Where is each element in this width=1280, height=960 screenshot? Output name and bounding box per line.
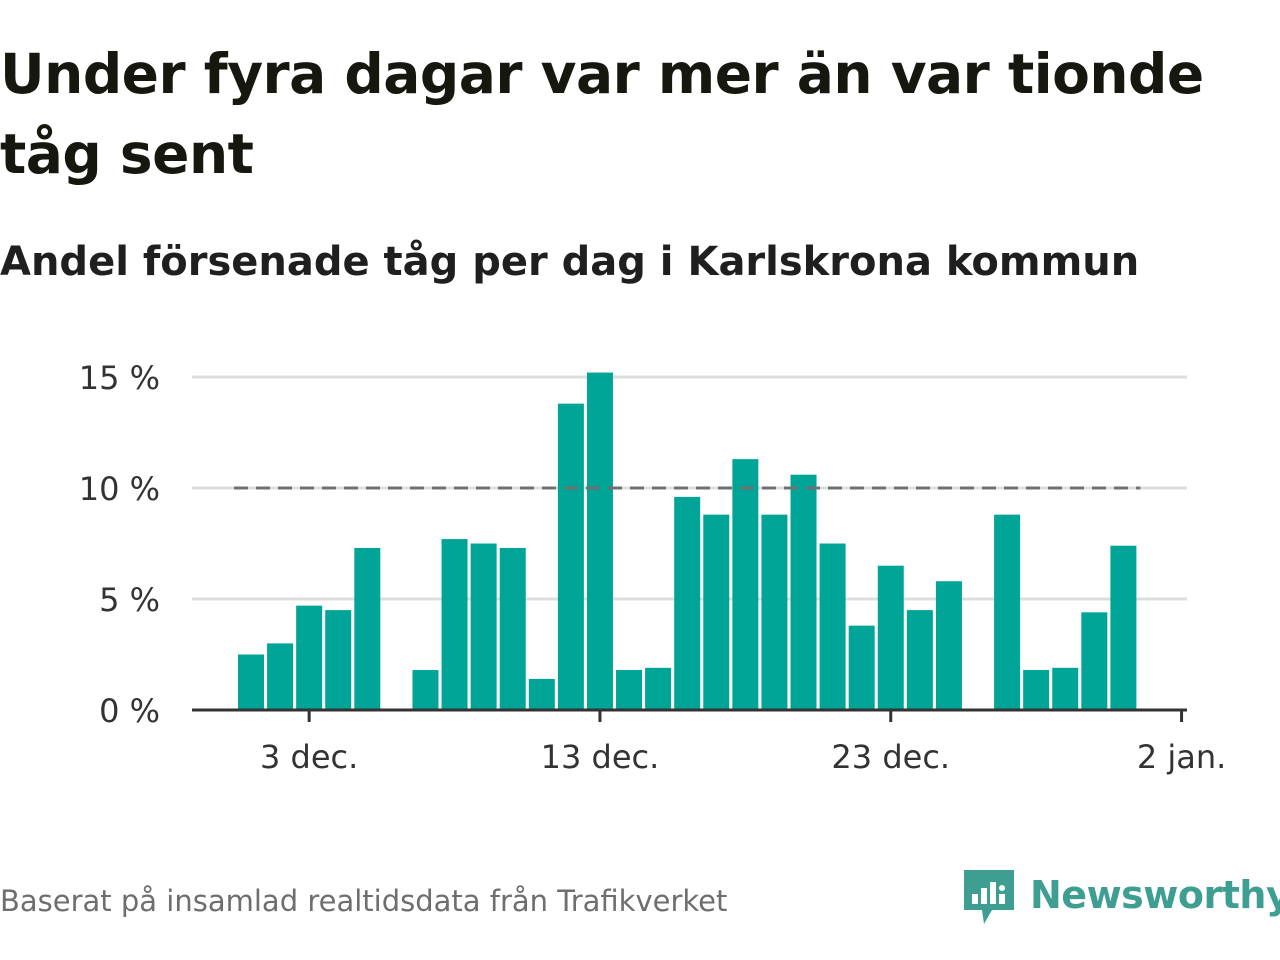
bar	[441, 539, 468, 710]
y-tick-label: 5 %	[99, 581, 160, 619]
bar	[645, 667, 672, 710]
x-tick-label: 13 dec.	[541, 738, 660, 776]
x-tick-label: 2 jan.	[1137, 738, 1226, 776]
bar	[790, 474, 817, 710]
bar	[848, 625, 875, 710]
bars	[238, 372, 1137, 710]
bar	[616, 670, 643, 710]
bar	[267, 643, 294, 710]
bar	[412, 670, 439, 710]
bar	[935, 581, 962, 710]
x-tick-label: 3 dec.	[260, 738, 358, 776]
y-tick-label: 10 %	[79, 470, 160, 508]
brand-logo: Newsworthy	[962, 864, 1280, 926]
bar	[906, 610, 933, 710]
bar	[238, 654, 264, 710]
bar	[1023, 670, 1050, 710]
bar	[354, 547, 381, 710]
bar	[674, 496, 701, 710]
bar	[499, 547, 526, 710]
x-axis: 3 dec. 13 dec. 23 dec. 2 jan.	[192, 708, 1226, 776]
chart-subtitle: Andel försenade tåg per dag i Karlskrona…	[0, 239, 1140, 285]
bar	[325, 610, 352, 710]
bar	[703, 514, 730, 710]
chart-title: Under fyra dagar var mer än var tionde t…	[0, 42, 1204, 186]
brand-name: Newsworthy	[1030, 873, 1280, 917]
bar	[761, 514, 788, 710]
bar	[296, 605, 323, 710]
bar	[528, 678, 555, 710]
bar	[470, 543, 497, 710]
bar	[1052, 667, 1079, 710]
bar	[994, 514, 1021, 710]
y-axis-ticks: 0 % 5 % 10 % 15 %	[79, 359, 160, 730]
bar-chart: 0 % 5 % 10 % 15 % 3 dec. 13 dec. 23 dec. 2 jan…	[79, 359, 1227, 776]
bar	[732, 459, 759, 710]
bar	[877, 565, 904, 710]
bar	[819, 543, 846, 710]
bar	[586, 372, 613, 710]
y-tick-label: 15 %	[79, 359, 160, 397]
bar	[1081, 612, 1108, 710]
x-tick-label: 23 dec.	[831, 738, 950, 776]
bar	[1110, 545, 1137, 710]
bar	[557, 403, 584, 710]
y-tick-label: 0 %	[99, 692, 160, 730]
source-note: Baserat på insamlad realtidsdata från Tr…	[0, 884, 728, 918]
newsworthy-logo-icon	[964, 870, 1014, 924]
